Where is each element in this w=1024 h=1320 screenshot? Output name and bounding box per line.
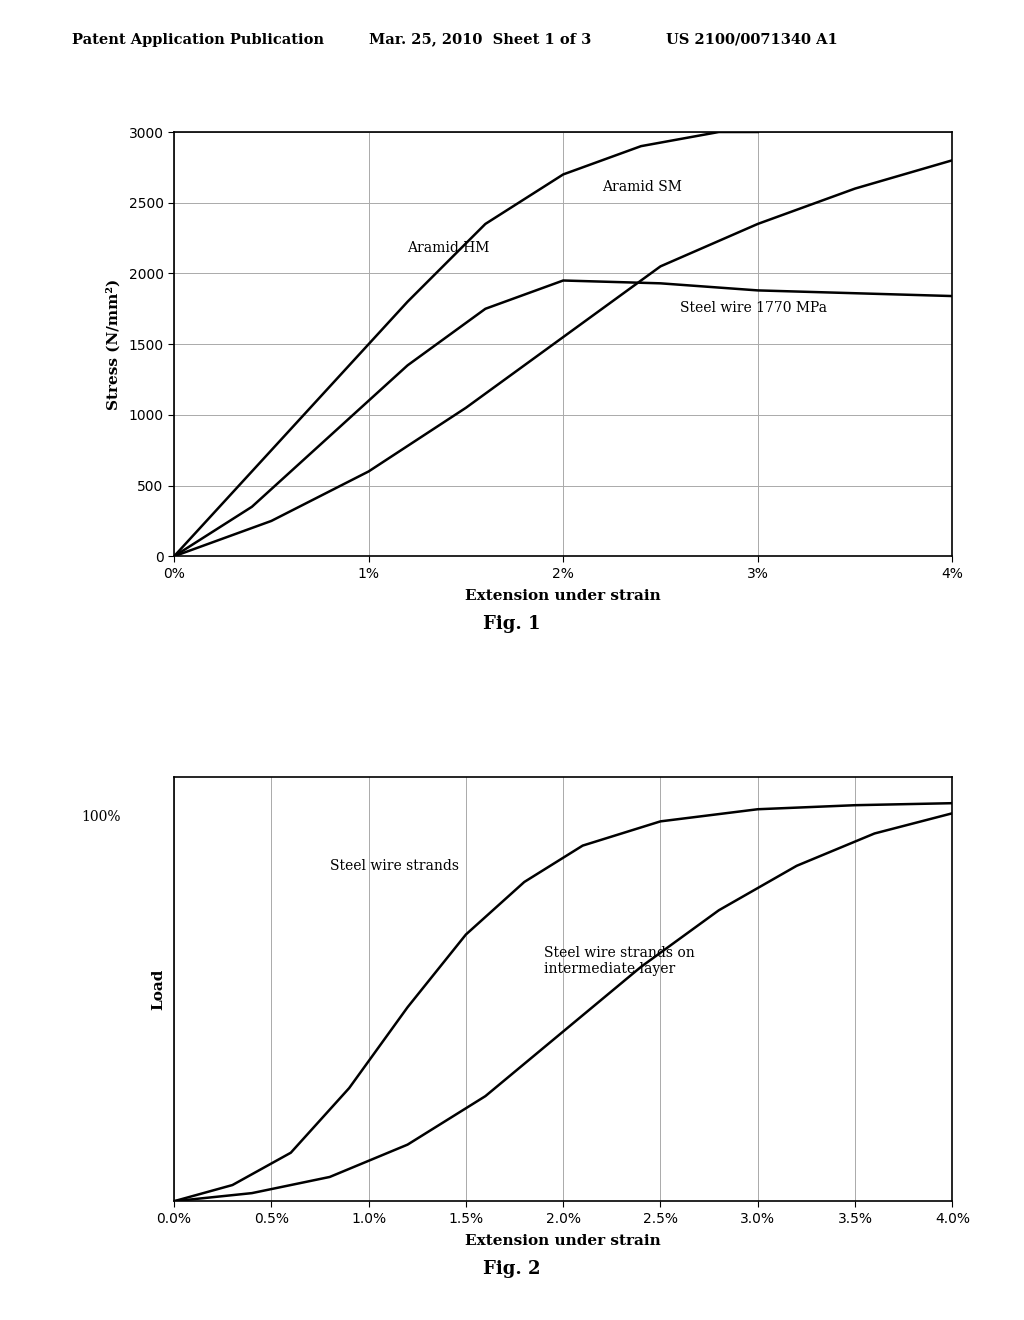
Y-axis label: Load: Load xyxy=(152,969,166,1010)
X-axis label: Extension under strain: Extension under strain xyxy=(465,589,662,603)
Text: Fig. 1: Fig. 1 xyxy=(483,615,541,632)
Text: Patent Application Publication: Patent Application Publication xyxy=(72,33,324,46)
Text: Mar. 25, 2010  Sheet 1 of 3: Mar. 25, 2010 Sheet 1 of 3 xyxy=(369,33,591,46)
Text: Fig. 2: Fig. 2 xyxy=(483,1259,541,1278)
X-axis label: Extension under strain: Extension under strain xyxy=(465,1234,662,1247)
Text: Steel wire 1770 MPa: Steel wire 1770 MPa xyxy=(680,301,827,314)
Text: Aramid HM: Aramid HM xyxy=(408,242,489,255)
Text: Steel wire strands: Steel wire strands xyxy=(330,859,459,873)
Text: 100%: 100% xyxy=(82,810,121,824)
Text: Aramid SM: Aramid SM xyxy=(602,181,682,194)
Text: Steel wire strands on
intermediate layer: Steel wire strands on intermediate layer xyxy=(544,945,694,975)
Text: US 2100/0071340 A1: US 2100/0071340 A1 xyxy=(666,33,838,46)
Y-axis label: Stress (N/mm²): Stress (N/mm²) xyxy=(105,279,120,409)
